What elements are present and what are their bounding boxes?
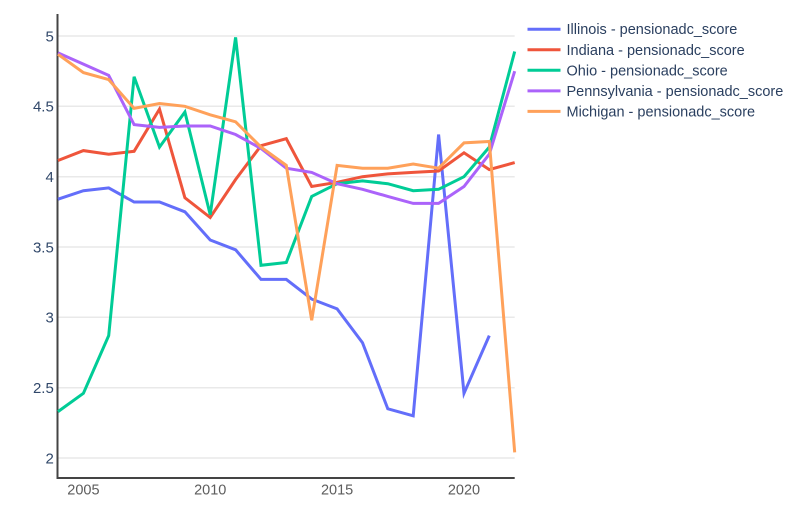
svg-text:Pennsylvania - pensionadc_scor: Pennsylvania - pensionadc_score: [567, 84, 784, 100]
svg-text:Ohio - pensionadc_score: Ohio - pensionadc_score: [567, 63, 728, 79]
svg-text:2010: 2010: [194, 483, 226, 499]
svg-text:5: 5: [45, 28, 53, 45]
svg-text:4.5: 4.5: [33, 99, 54, 116]
svg-text:Illinois - pensionadc_score: Illinois - pensionadc_score: [567, 22, 738, 38]
svg-text:4: 4: [45, 169, 53, 186]
svg-text:Indiana - pensionadc_score: Indiana - pensionadc_score: [567, 43, 745, 59]
svg-text:2005: 2005: [67, 483, 99, 499]
svg-text:Michigan - pensionadc_score: Michigan - pensionadc_score: [567, 104, 756, 120]
svg-text:2.5: 2.5: [33, 380, 54, 397]
svg-text:2015: 2015: [321, 483, 353, 499]
svg-text:2: 2: [45, 450, 53, 467]
svg-text:3.5: 3.5: [33, 239, 54, 256]
svg-text:3: 3: [45, 310, 53, 327]
svg-text:2020: 2020: [448, 483, 480, 499]
